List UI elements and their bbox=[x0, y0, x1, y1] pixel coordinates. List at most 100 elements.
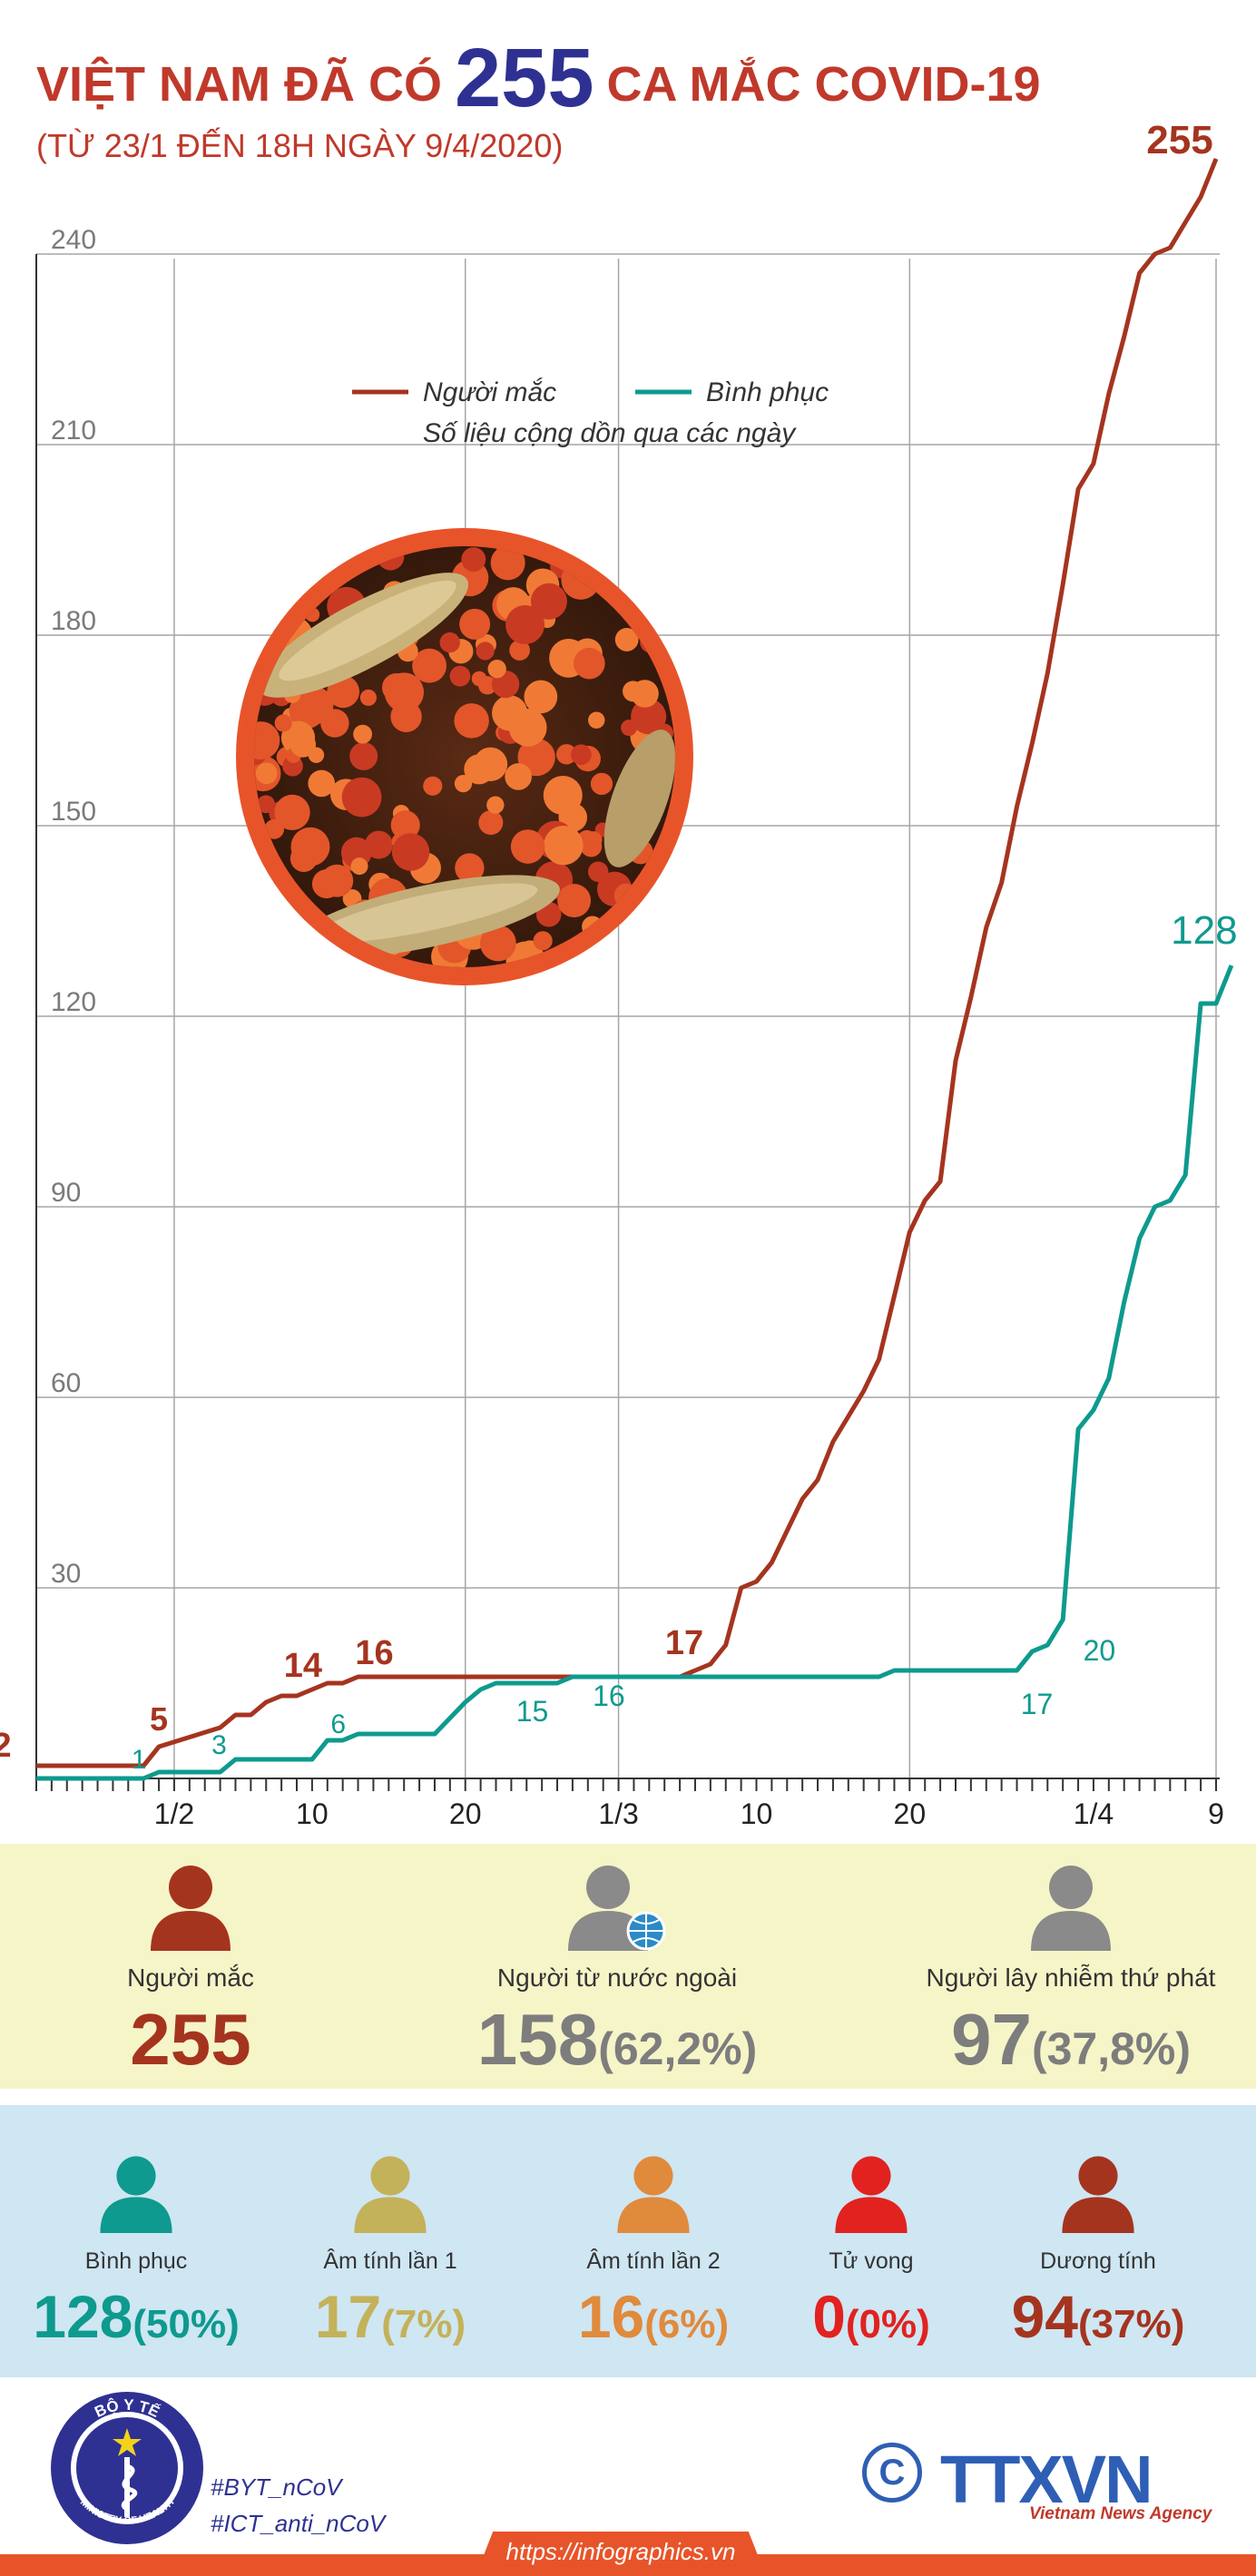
data-label: 17 bbox=[665, 1624, 703, 1662]
title-text-after: CA MẮC COVID-19 bbox=[606, 57, 1041, 112]
data-label: 16 bbox=[593, 1680, 625, 1712]
copyright-icon: C bbox=[862, 2443, 922, 2503]
virus-particle bbox=[353, 724, 373, 744]
stat-value: 94 bbox=[1011, 2283, 1079, 2350]
stat-value: 17 bbox=[314, 2283, 382, 2350]
y-tick-label: 60 bbox=[51, 1368, 81, 1398]
virus-particle bbox=[454, 703, 489, 739]
virus-particle bbox=[478, 810, 504, 836]
virus-particle bbox=[509, 640, 531, 661]
stat-label: Dương tính bbox=[1040, 2248, 1156, 2274]
virus-particle bbox=[631, 680, 659, 708]
virus-particle bbox=[308, 769, 336, 798]
person-icon bbox=[835, 2156, 908, 2233]
virus-particle bbox=[505, 605, 545, 645]
y-tick-label: 150 bbox=[51, 797, 96, 827]
virus-particle bbox=[662, 889, 675, 924]
virus-particle bbox=[280, 563, 299, 583]
virus-particle bbox=[274, 714, 292, 732]
y-tick-label: 120 bbox=[51, 987, 96, 1017]
x-tick-label: 10 bbox=[296, 1797, 329, 1824]
x-tick-label: 20 bbox=[894, 1797, 927, 1824]
virus-particle bbox=[614, 628, 639, 651]
virus-particle bbox=[320, 864, 354, 897]
virus-particle bbox=[479, 925, 516, 962]
ttxvn-tagline: Vietnam News Agency bbox=[1029, 2504, 1212, 2523]
virus-particle bbox=[350, 857, 368, 876]
x-tick-label: 9 bbox=[1208, 1797, 1224, 1824]
person-globe-icon bbox=[568, 1866, 666, 1951]
stat-recovered: Bình phục 128(50%) bbox=[9, 2150, 263, 2351]
stat-value: 97 bbox=[950, 1999, 1032, 2080]
virus-particle bbox=[476, 642, 495, 661]
y-tick-label: 210 bbox=[51, 416, 96, 446]
data-label: 6 bbox=[330, 1709, 346, 1739]
stat-value: 16 bbox=[577, 2283, 645, 2350]
virus-particle bbox=[391, 833, 430, 871]
stat-percent: (0%) bbox=[845, 2302, 930, 2346]
legend-label-cases: Người mắc bbox=[423, 377, 556, 407]
person-icon bbox=[151, 1866, 231, 1951]
virus-particle bbox=[505, 763, 532, 790]
virus-particle bbox=[601, 938, 640, 967]
virus-particle bbox=[459, 608, 491, 640]
virus-particle bbox=[645, 949, 664, 967]
virus-particle bbox=[341, 777, 382, 818]
virus-particle bbox=[590, 772, 613, 796]
virus-particle bbox=[412, 648, 447, 683]
virus-particle bbox=[510, 829, 545, 864]
virus-particle bbox=[285, 571, 309, 593]
virus-particle bbox=[390, 700, 422, 732]
recovered-line bbox=[36, 965, 1234, 1781]
stat-value: 0 bbox=[812, 2283, 846, 2350]
virus-particle bbox=[533, 931, 553, 951]
stat-label: Tử vong bbox=[829, 2248, 914, 2274]
virus-particle bbox=[621, 720, 638, 737]
virus-particle bbox=[473, 747, 508, 781]
stat-value: 255 bbox=[130, 1999, 251, 2080]
stat-secondary-cases: Người lây nhiễm thứ phát 97(37,8%) bbox=[898, 1860, 1243, 2081]
stat-label: Âm tính lần 1 bbox=[323, 2248, 457, 2274]
stat-label: Người lây nhiễm thứ phát bbox=[926, 1964, 1216, 1992]
virus-particle bbox=[449, 665, 471, 687]
virus-particle bbox=[455, 853, 485, 883]
virus-particle bbox=[461, 547, 486, 572]
virus-particle bbox=[508, 708, 547, 747]
x-tick-label: 1/4 bbox=[1074, 1797, 1114, 1824]
outcomes-panel bbox=[0, 2105, 1256, 2377]
virus-particle bbox=[471, 671, 487, 687]
title-number: 255 bbox=[455, 32, 594, 124]
person-icon bbox=[1062, 2156, 1134, 2233]
virus-particle bbox=[600, 938, 625, 964]
virus-particle bbox=[295, 686, 334, 725]
virus-particle bbox=[263, 905, 296, 937]
virus-particle bbox=[584, 831, 603, 848]
data-label: 3 bbox=[211, 1730, 227, 1760]
stat-percent: (37,8%) bbox=[1031, 2023, 1192, 2074]
virus-particle bbox=[257, 795, 276, 814]
cases-line bbox=[36, 158, 1219, 1768]
person-icon bbox=[100, 2156, 172, 2233]
x-tick-label: 10 bbox=[741, 1797, 773, 1824]
data-label: 17 bbox=[1021, 1688, 1054, 1720]
stat-percent: (37%) bbox=[1078, 2302, 1185, 2346]
virus-particle bbox=[384, 672, 425, 712]
hashtag-byt: #BYT_nCoV bbox=[211, 2473, 342, 2501]
virus-particle bbox=[587, 861, 609, 882]
coronavirus-micrograph-image bbox=[236, 528, 693, 985]
hashtag-ict: #ICT_anti_nCoV bbox=[211, 2510, 386, 2537]
data-label: 14 bbox=[284, 1647, 322, 1685]
x-tick-label: 1/3 bbox=[598, 1797, 638, 1824]
virus-particle bbox=[631, 699, 667, 735]
virus-particle bbox=[574, 647, 605, 680]
virus-particle bbox=[557, 884, 592, 918]
chart-legend: Người mắc Bình phục Số liệu cộng dồn qua… bbox=[352, 377, 829, 448]
virus-particle bbox=[364, 830, 393, 859]
virus-particle bbox=[423, 776, 443, 796]
footer-url-link[interactable]: https://infographics.vn bbox=[476, 2532, 766, 2576]
virus-particle bbox=[289, 731, 317, 758]
stat-positive: Dương tính 94(37%) bbox=[971, 2150, 1225, 2351]
data-label: 1 bbox=[132, 1745, 147, 1775]
virus-particle bbox=[654, 907, 673, 927]
y-tick-label: 90 bbox=[51, 1178, 81, 1208]
